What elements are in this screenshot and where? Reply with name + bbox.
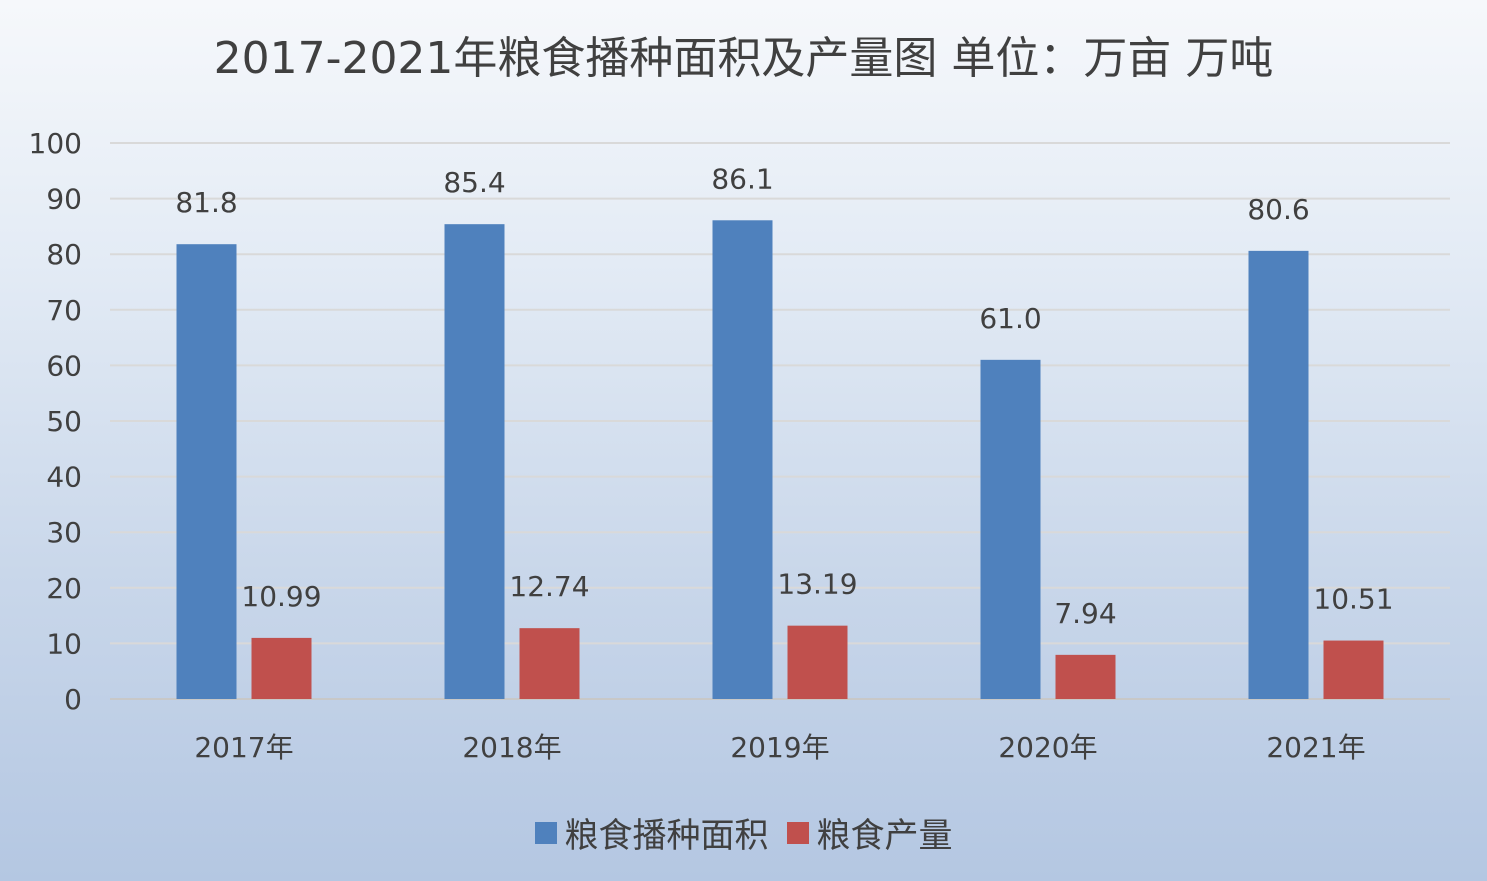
bar-0-2 <box>712 220 773 699</box>
data-label: 81.8 <box>175 186 237 219</box>
bar-1-0 <box>251 637 312 699</box>
legend-swatch-area <box>534 821 557 844</box>
data-label: 13.19 <box>777 568 857 601</box>
y-tick-label: 90 <box>46 183 82 216</box>
x-tick-label: 2019年 <box>730 731 829 764</box>
data-label: 12.74 <box>509 570 589 603</box>
x-tick-label: 2017年 <box>194 731 293 764</box>
y-tick-label: 0 <box>64 683 82 716</box>
legend-swatch-output <box>786 821 809 844</box>
bar-0-1 <box>444 224 505 699</box>
bar-1-2 <box>787 625 848 699</box>
legend: 粮食播种面积 粮食产量 <box>0 808 1487 857</box>
y-tick-label: 100 <box>29 127 82 160</box>
y-tick-label: 80 <box>46 238 82 271</box>
y-tick-label: 10 <box>46 627 82 660</box>
data-label: 85.4 <box>443 166 505 199</box>
y-tick-label: 20 <box>46 572 82 605</box>
bar-0-3 <box>980 359 1041 699</box>
y-tick-label: 30 <box>46 516 82 549</box>
y-tick-label: 40 <box>46 461 82 494</box>
bar-0-0 <box>176 244 237 699</box>
data-label: 86.1 <box>711 162 773 195</box>
x-tick-label: 2021年 <box>1266 731 1365 764</box>
legend-label-output: 粮食产量 <box>816 816 953 856</box>
y-tick-label: 60 <box>46 349 82 382</box>
y-tick-label: 70 <box>46 294 82 327</box>
y-tick-label: 50 <box>46 405 82 438</box>
data-label: 10.51 <box>1313 583 1393 616</box>
legend-item-output: 粮食产量 <box>786 808 953 857</box>
x-tick-label: 2020年 <box>998 731 1097 764</box>
data-label: 61.0 <box>979 302 1041 335</box>
legend-label-area: 粮食播种面积 <box>564 816 769 856</box>
data-label: 80.6 <box>1247 193 1309 226</box>
data-label: 10.99 <box>241 580 321 613</box>
x-tick-label: 2018年 <box>462 731 561 764</box>
bar-1-3 <box>1055 654 1116 699</box>
bar-1-4 <box>1323 640 1384 699</box>
bar-1-1 <box>519 628 580 699</box>
bar-0-4 <box>1248 250 1309 699</box>
chart-title: 2017-2021年粮食播种面积及产量图 单位：万亩 万吨 <box>213 33 1274 84</box>
legend-item-area: 粮食播种面积 <box>534 808 769 857</box>
data-label: 7.94 <box>1054 597 1116 630</box>
